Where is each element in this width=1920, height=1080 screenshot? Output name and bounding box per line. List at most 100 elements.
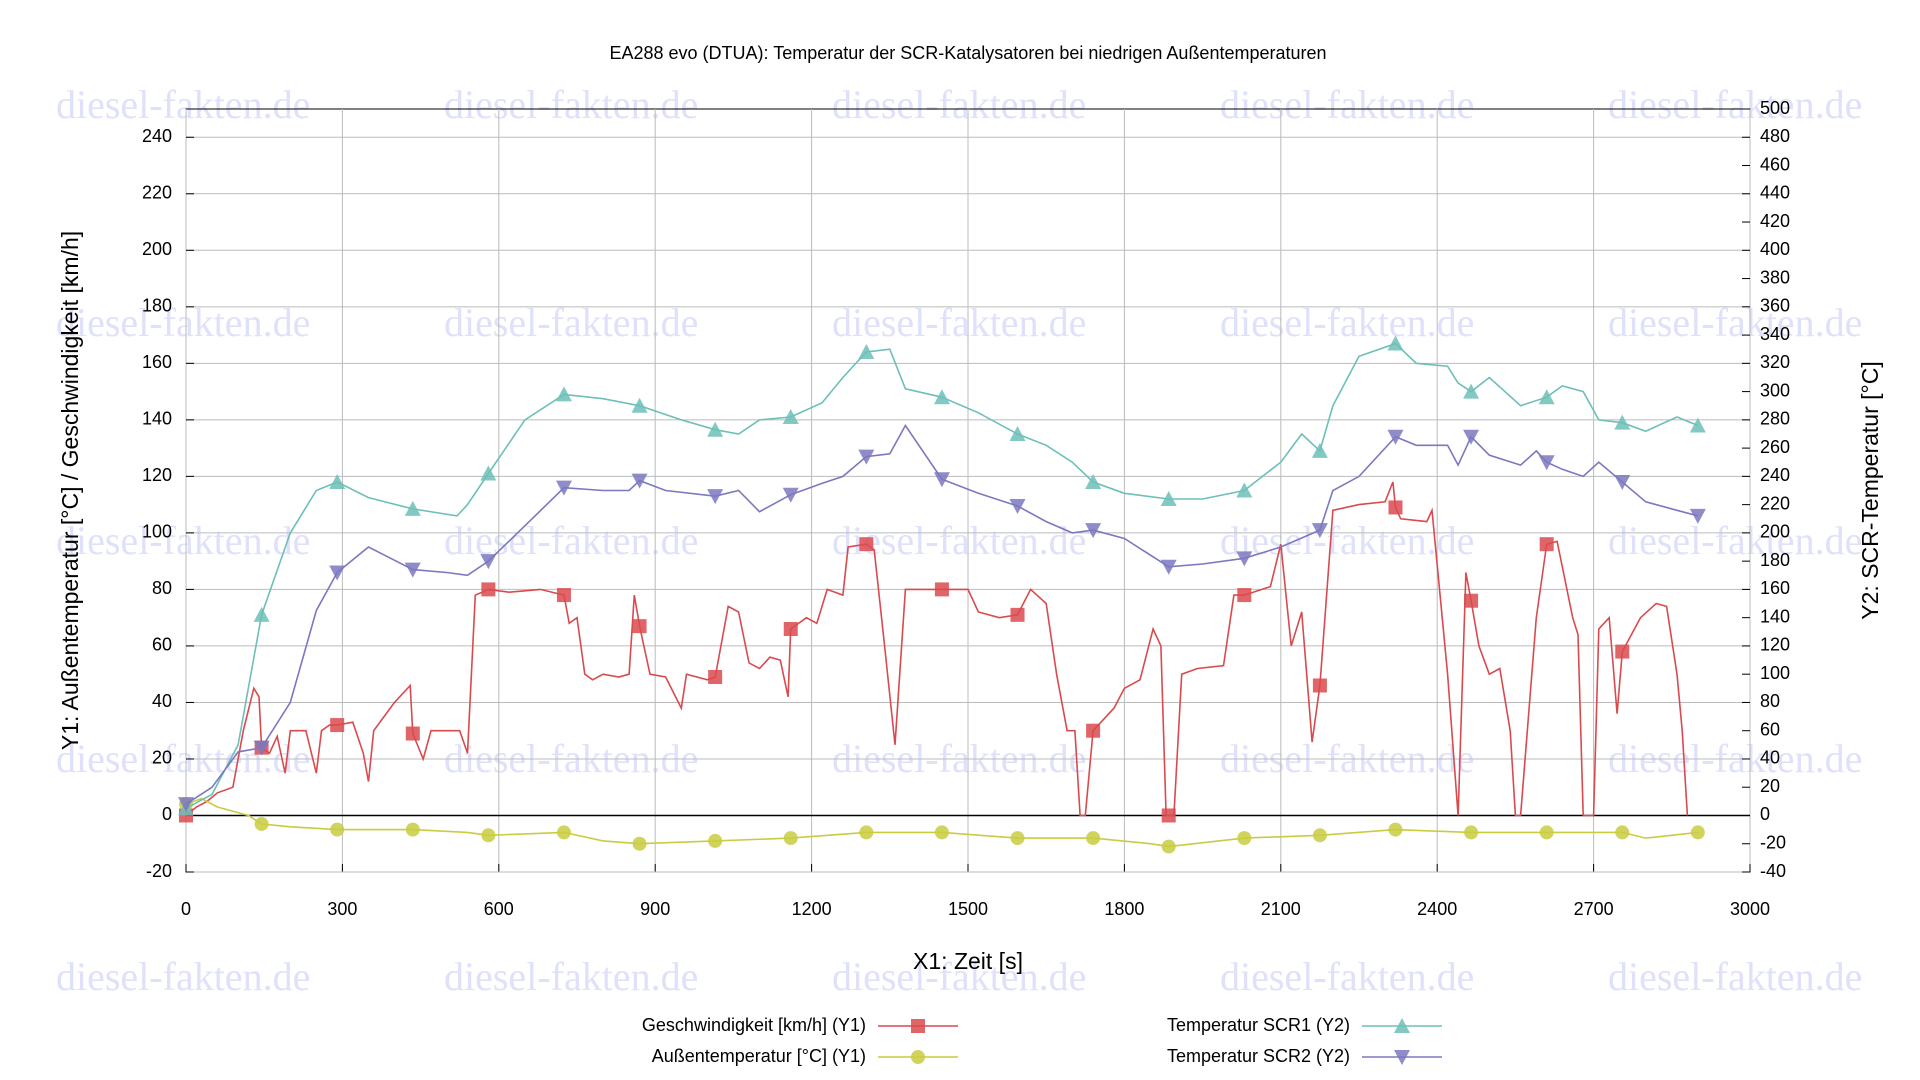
marker xyxy=(1463,429,1480,445)
marker xyxy=(858,449,875,465)
y2-tick-label: 360 xyxy=(1760,296,1790,316)
marker xyxy=(1086,831,1101,846)
marker xyxy=(480,554,497,570)
legend-item: Außentemperatur [°C] (Y1) xyxy=(652,1046,958,1066)
x-tick-label: 3000 xyxy=(1730,899,1770,919)
y-tick-label: 0 xyxy=(162,804,172,824)
watermark: diesel-fakten.de xyxy=(1220,518,1474,563)
marker xyxy=(329,474,346,490)
marker xyxy=(782,487,799,503)
watermark: diesel-fakten.de xyxy=(444,954,698,999)
marker xyxy=(1312,678,1327,693)
y2-tick-label: 200 xyxy=(1760,522,1790,542)
watermark: diesel-fakten.de xyxy=(56,82,310,127)
watermark: diesel-fakten.de xyxy=(444,82,698,127)
chart-title: EA288 evo (DTUA): Temperatur der SCR-Kat… xyxy=(609,43,1326,63)
marker xyxy=(783,831,798,846)
legend-item: Temperatur SCR1 (Y2) xyxy=(1167,1015,1442,1035)
marker xyxy=(1464,593,1479,608)
marker xyxy=(934,825,949,840)
marker xyxy=(1387,335,1404,351)
y-tick-label: 60 xyxy=(152,635,172,655)
y-tick-label: 40 xyxy=(152,691,172,711)
marker xyxy=(1690,825,1705,840)
marker xyxy=(329,565,346,581)
watermark: diesel-fakten.de xyxy=(56,300,310,345)
y2-tick-label: 160 xyxy=(1760,578,1790,598)
legend-label: Temperatur SCR2 (Y2) xyxy=(1167,1046,1350,1066)
legend-label: Außentemperatur [°C] (Y1) xyxy=(652,1046,866,1066)
x-tick-label: 2400 xyxy=(1417,899,1457,919)
marker xyxy=(405,822,420,837)
marker xyxy=(1614,414,1631,430)
marker xyxy=(1387,429,1404,445)
marker xyxy=(1009,499,1026,515)
marker xyxy=(1394,1050,1410,1065)
y2-tick-label: 40 xyxy=(1760,748,1780,768)
x-tick-label: 300 xyxy=(327,899,357,919)
marker xyxy=(1237,588,1252,603)
y2-tick-label: 240 xyxy=(1760,465,1790,485)
marker xyxy=(631,473,648,489)
marker xyxy=(1085,474,1102,490)
x-tick-label: 1200 xyxy=(792,899,832,919)
watermark: diesel-fakten.de xyxy=(1608,954,1862,999)
series-line xyxy=(185,342,1699,810)
x-tick-label: 1500 xyxy=(948,899,988,919)
x-tick-label: 2700 xyxy=(1574,899,1614,919)
y2-tick-label: 220 xyxy=(1760,493,1790,513)
series-line xyxy=(185,481,1689,817)
y2-tick-label: 80 xyxy=(1760,691,1780,711)
marker xyxy=(330,822,345,837)
marker xyxy=(481,828,496,843)
watermark: diesel-fakten.de xyxy=(1608,518,1862,563)
y-axis-label: Y1: Außentemperatur [°C] / Geschwindigke… xyxy=(57,231,83,750)
marker xyxy=(631,397,648,413)
watermark: diesel-fakten.de xyxy=(832,954,1086,999)
x-tick-label: 900 xyxy=(640,899,670,919)
marker xyxy=(1615,825,1630,840)
y-tick-label: -20 xyxy=(146,861,172,881)
marker xyxy=(1237,831,1252,846)
y-tick-label: 240 xyxy=(142,126,172,146)
x-tick-label: 0 xyxy=(181,899,191,919)
marker xyxy=(404,562,421,578)
marker xyxy=(911,1050,925,1064)
y2-tick-label: 140 xyxy=(1760,606,1790,626)
marker xyxy=(1161,839,1176,854)
x-tick-label: 600 xyxy=(484,899,514,919)
legend-item: Geschwindigkeit [km/h] (Y1) xyxy=(642,1015,958,1035)
x-tick-label: 1800 xyxy=(1104,899,1144,919)
marker xyxy=(1311,442,1328,458)
marker xyxy=(1388,500,1403,515)
marker xyxy=(253,606,270,622)
marker xyxy=(933,472,950,488)
marker xyxy=(1615,644,1630,659)
watermark: diesel-fakten.de xyxy=(1608,82,1862,127)
legend-item: Temperatur SCR2 (Y2) xyxy=(1167,1046,1442,1066)
marker xyxy=(708,670,723,685)
marker xyxy=(254,816,269,831)
marker xyxy=(782,409,799,425)
marker xyxy=(1689,417,1706,433)
marker xyxy=(708,833,723,848)
y2-tick-label: 440 xyxy=(1760,183,1790,203)
marker xyxy=(1009,425,1026,441)
series-line xyxy=(185,423,1699,805)
watermark: diesel-fakten.de xyxy=(1220,82,1474,127)
y-tick-label: 140 xyxy=(142,409,172,429)
marker xyxy=(556,588,571,603)
marker xyxy=(1539,537,1554,552)
y-tick-label: 200 xyxy=(142,239,172,259)
marker xyxy=(1538,389,1555,405)
y2-tick-label: 480 xyxy=(1760,126,1790,146)
y2-tick-label: 20 xyxy=(1760,776,1780,796)
marker xyxy=(555,480,572,496)
marker xyxy=(1614,475,1631,491)
marker xyxy=(1085,523,1102,539)
marker xyxy=(859,537,874,552)
watermark: diesel-fakten.de xyxy=(1220,300,1474,345)
y2-tick-label: 400 xyxy=(1760,239,1790,259)
y-tick-label: 180 xyxy=(142,296,172,316)
